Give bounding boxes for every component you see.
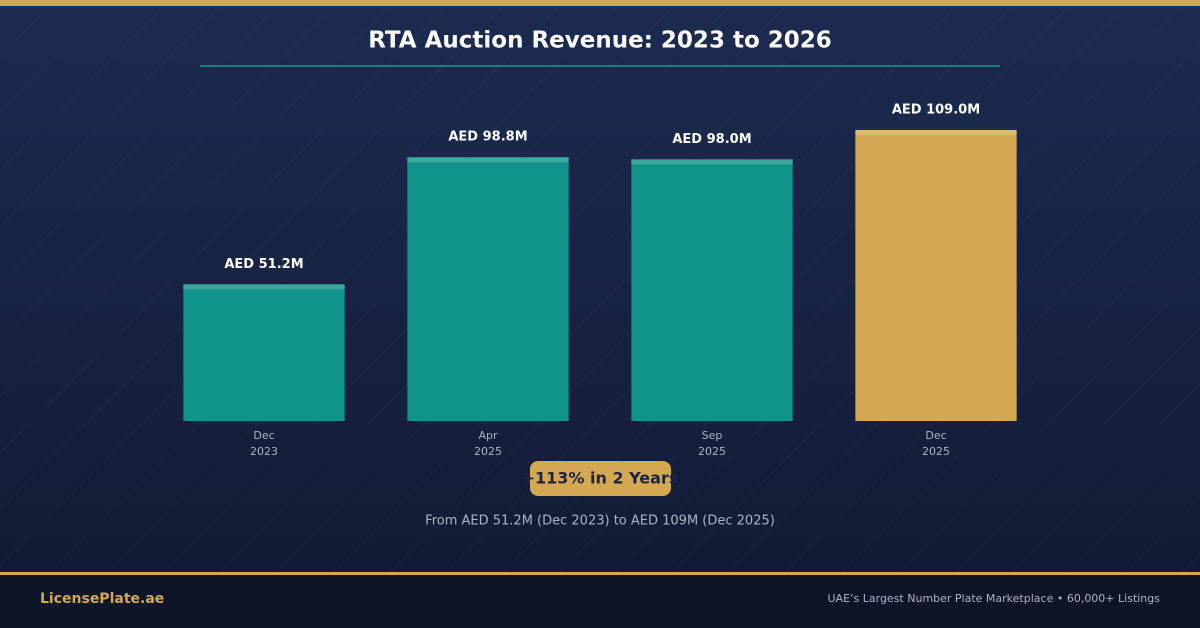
growth-badge bbox=[530, 461, 671, 496]
value-label: AED 98.8M bbox=[448, 130, 527, 145]
growth-badge-text: +113% in 2 Years bbox=[522, 469, 679, 488]
x-tick-label: Apr 2025 bbox=[474, 429, 502, 458]
bar bbox=[855, 130, 1017, 421]
top-accent bbox=[0, 0, 1200, 6]
bar bbox=[631, 159, 793, 421]
footer-brand: LicensePlate.ae bbox=[40, 591, 164, 607]
bar bbox=[183, 284, 345, 421]
bar-highlight bbox=[855, 130, 1017, 135]
chart-title: RTA Auction Revenue: 2023 to 2026 bbox=[368, 28, 832, 54]
x-tick-label: Dec 2023 bbox=[250, 429, 278, 458]
x-tick-label: Dec 2025 bbox=[922, 429, 950, 458]
x-tick-label: Sep 2025 bbox=[698, 429, 726, 458]
value-label: AED 109.0M bbox=[892, 103, 980, 118]
footer-accent bbox=[0, 572, 1200, 575]
value-label: AED 98.0M bbox=[672, 132, 751, 147]
value-label: AED 51.2M bbox=[224, 257, 303, 272]
footer bbox=[0, 572, 1200, 628]
bar-highlight bbox=[407, 157, 569, 163]
bar bbox=[407, 157, 569, 421]
footer-tagline: UAE’s Largest Number Plate Marketplace •… bbox=[828, 592, 1161, 605]
bar-highlight bbox=[631, 159, 793, 165]
summary-note: From AED 51.2M (Dec 2023) to AED 109M (D… bbox=[425, 514, 775, 529]
bar-highlight bbox=[183, 284, 345, 290]
